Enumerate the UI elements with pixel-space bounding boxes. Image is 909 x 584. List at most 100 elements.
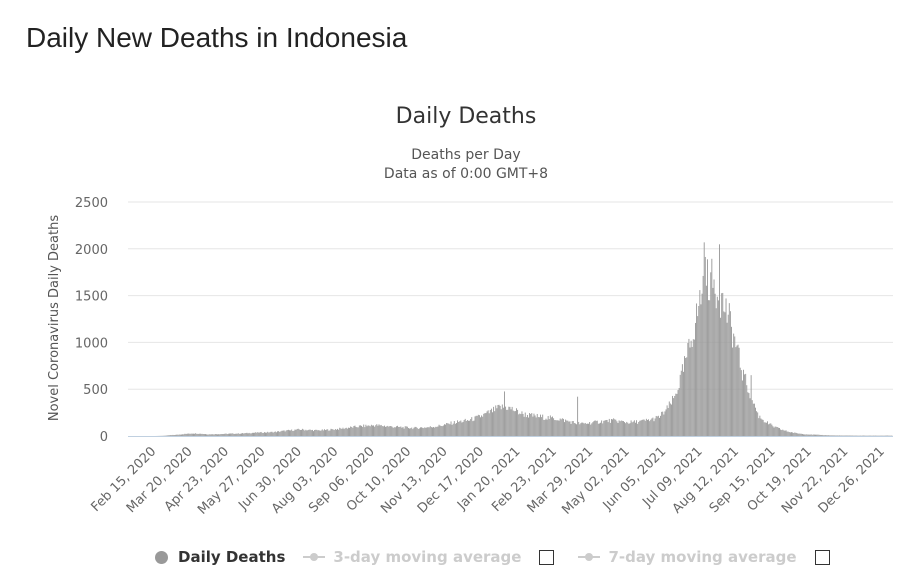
checkbox-7-day-moving-average[interactable]: [814, 549, 830, 565]
bar: [725, 298, 727, 436]
bar: [555, 420, 557, 436]
bar: [218, 434, 220, 436]
y-tick-label: 1500: [75, 290, 108, 305]
bar: [695, 322, 696, 436]
legend-item-daily-deaths[interactable]: Daily Deaths: [155, 548, 285, 566]
legend-item-3-day-moving-average[interactable]: 3-day moving average: [303, 548, 521, 566]
bar: [830, 435, 832, 436]
bar: [770, 423, 772, 436]
x-tick-label: Jan 20, 2021: [454, 444, 523, 513]
bar: [177, 434, 179, 436]
bar: [248, 432, 250, 436]
bar: [223, 433, 225, 436]
bar: [594, 420, 596, 436]
bar: [345, 427, 347, 436]
bar: [269, 432, 271, 436]
bar: [726, 322, 728, 436]
bar: [262, 432, 264, 436]
bar: [244, 433, 246, 436]
bar: [744, 374, 746, 436]
bar: [568, 421, 570, 436]
bar: [743, 369, 744, 436]
bar: [301, 429, 302, 436]
bar: [783, 430, 785, 436]
bar: [274, 431, 276, 436]
y-tick-label: 0: [100, 430, 108, 445]
bar: [673, 398, 675, 436]
bar: [734, 336, 736, 436]
bar: [401, 427, 403, 436]
bar: [286, 430, 288, 436]
bar: [823, 435, 825, 436]
bar: [334, 428, 336, 436]
legend-item-7-day-moving-average[interactable]: 7-day moving average: [578, 548, 797, 566]
bar: [234, 433, 236, 436]
bar: [282, 430, 284, 436]
bar: [389, 425, 391, 436]
bar: [222, 434, 224, 436]
bar: [257, 432, 259, 436]
bar: [256, 432, 258, 436]
bar: [626, 421, 628, 436]
bar: [639, 420, 641, 436]
bar: [532, 416, 534, 436]
bar: [557, 420, 559, 436]
bar: [514, 411, 516, 436]
bar: [373, 425, 375, 436]
bar: [564, 422, 565, 436]
bar: [518, 414, 520, 436]
bar: [675, 393, 677, 436]
bar: [709, 300, 711, 436]
bar: [728, 303, 730, 436]
bar: [836, 435, 838, 436]
bar: [508, 406, 510, 436]
bar: [577, 396, 579, 436]
bar: [549, 415, 551, 436]
bar: [371, 425, 373, 436]
bar: [490, 408, 492, 436]
bar: [591, 423, 593, 436]
bar: [246, 432, 248, 436]
bar: [478, 415, 480, 436]
bar: [187, 433, 189, 436]
bar: [595, 420, 597, 436]
bar: [693, 339, 695, 436]
line-marker-icon: [303, 551, 326, 563]
bar: [650, 419, 652, 436]
bar: [609, 422, 611, 436]
bar: [169, 435, 170, 436]
bar: [506, 409, 508, 436]
bar: [366, 426, 368, 436]
bar: [792, 432, 794, 436]
bar: [281, 430, 283, 436]
bar: [676, 393, 678, 436]
bar: [821, 434, 823, 436]
bar: [342, 427, 344, 436]
bar: [463, 419, 465, 436]
bar: [637, 423, 639, 436]
bar: [583, 423, 585, 436]
bar: [260, 431, 262, 436]
checkbox-3-day-moving-average[interactable]: [539, 549, 555, 565]
bar: [779, 427, 780, 436]
bar: [451, 424, 453, 436]
bar: [606, 419, 608, 436]
bar: [225, 433, 227, 436]
bar: [311, 429, 313, 436]
bar: [780, 429, 782, 436]
bar: [236, 433, 238, 436]
bar: [697, 316, 699, 436]
bar: [808, 434, 810, 436]
bar: [313, 431, 314, 436]
bar: [499, 405, 501, 436]
bar: [516, 408, 517, 436]
bar: [380, 424, 382, 436]
bar: [219, 434, 221, 436]
bar: [657, 415, 659, 436]
bar: [221, 433, 223, 436]
bar: [289, 430, 290, 436]
bar: [482, 416, 484, 436]
bar: [320, 430, 322, 436]
bar: [598, 423, 600, 436]
bar: [548, 419, 550, 436]
